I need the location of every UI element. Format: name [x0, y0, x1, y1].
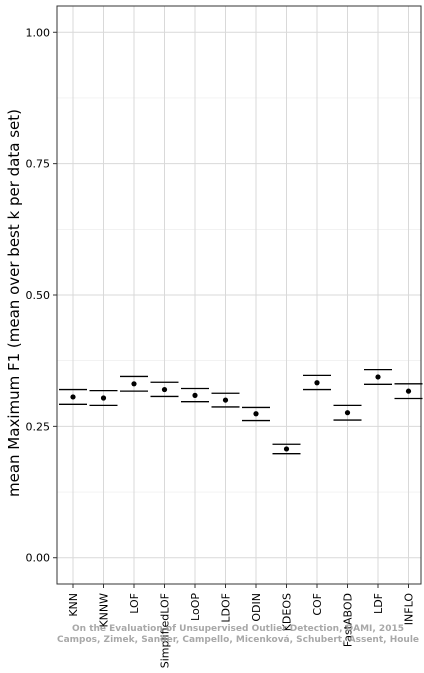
x-tick-label: KDEOS [281, 593, 294, 631]
x-tick-label: SimplifiedLOF [159, 593, 172, 668]
x-tick-label: ODIN [250, 593, 263, 622]
x-tick-label: LoOP [189, 593, 202, 621]
error-bar-odin [242, 406, 270, 422]
mean-point [70, 394, 76, 400]
mean-point [405, 388, 412, 394]
error-bar-loop [181, 387, 209, 403]
x-axis-ticks: KNN KNNW LOF SimplifiedLOF LoOP LDOF ODIN KDEOS… [67, 584, 416, 668]
y-axis-ticks: 0.00 0.25 0.50 0.75 1.00 [26, 26, 57, 565]
x-tick-label: LDOF [220, 593, 233, 623]
mean-point [100, 395, 107, 401]
error-bar-ldf [364, 368, 392, 385]
grid-lines [56, 5, 422, 585]
error-bar-inflo [394, 383, 423, 400]
y-axis-label: mean Maximum F1 (mean over best k per da… [5, 109, 23, 497]
y-tick-label: 0.75 [26, 158, 51, 171]
watermark: On the Evaluation of Unsupervised Outlie… [57, 624, 419, 645]
error-bar-lof [120, 375, 148, 392]
x-tick-label: COF [311, 593, 324, 616]
mean-point [222, 397, 229, 403]
y-tick-label: 1.00 [26, 26, 51, 39]
x-tick-label: KNNW [98, 593, 111, 628]
mean-point [192, 392, 198, 398]
error-bar-cof [303, 374, 331, 391]
mean-point [344, 410, 351, 416]
error-bar-ldof [211, 392, 240, 408]
error-bar-kdeos [272, 443, 301, 455]
x-tick-label: LDF [372, 593, 385, 614]
y-tick-label: 0.00 [26, 552, 51, 565]
mean-point [283, 446, 290, 452]
mean-point [314, 380, 320, 386]
error-bar-knn [59, 388, 87, 405]
mean-point [161, 386, 168, 393]
x-tick-label: FastABOD [342, 593, 355, 647]
error-bars [59, 368, 423, 455]
error-bar-simplifiedlof [150, 381, 179, 398]
error-bar-fastabod [333, 404, 362, 421]
x-tick-label: LOF [128, 593, 141, 614]
mean-point [375, 374, 381, 380]
watermark-line: On the Evaluation of Unsupervised Outlie… [72, 624, 404, 634]
y-tick-label: 0.50 [26, 289, 51, 302]
x-tick-label: INFLO [403, 593, 416, 626]
mean-point [253, 411, 259, 417]
y-tick-label: 0.25 [26, 420, 51, 433]
x-tick-label: KNN [67, 593, 80, 617]
mean-point [131, 381, 137, 387]
error-bar-knnw [89, 389, 118, 406]
watermark-line: Campos, Zimek, Sander, Campello, Micenko… [57, 635, 419, 645]
